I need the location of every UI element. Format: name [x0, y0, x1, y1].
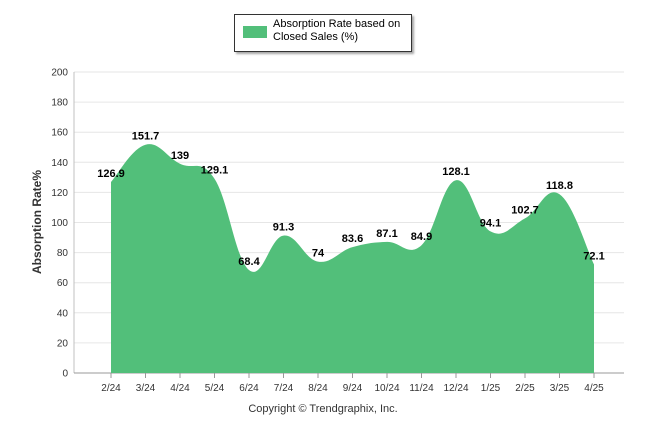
x-tick-label: 3/25 — [550, 383, 570, 394]
data-label: 128.1 — [442, 166, 470, 178]
data-label: 91.3 — [273, 222, 294, 234]
y-axis-label: Absorption Rate% — [30, 169, 44, 275]
data-label: 94.1 — [480, 217, 501, 229]
y-tick-label: 40 — [57, 308, 69, 319]
x-tick-label: 12/24 — [443, 383, 468, 394]
data-label: 72.1 — [583, 250, 604, 262]
series-area — [111, 144, 594, 373]
x-tick-label: 2/25 — [515, 383, 535, 394]
data-label: 151.7 — [132, 131, 160, 143]
x-tick-label: 10/24 — [374, 383, 399, 394]
legend: Absorption Rate based on Closed Sales (%… — [234, 14, 412, 52]
y-tick-label: 100 — [51, 218, 68, 229]
data-label: 129.1 — [201, 165, 229, 177]
x-tick-label: 2/24 — [101, 383, 121, 394]
copyright-footer: Copyright © Trendgraphix, Inc. — [248, 403, 398, 415]
x-tick-label: 4/24 — [170, 383, 190, 394]
x-tick-label: 5/24 — [205, 383, 225, 394]
x-tick-label: 6/24 — [239, 383, 259, 394]
x-tick-label: 7/24 — [274, 383, 294, 394]
x-tick-label: 1/25 — [481, 383, 501, 394]
data-label: 139 — [171, 150, 189, 162]
data-label: 87.1 — [376, 228, 397, 240]
data-label: 68.4 — [238, 256, 260, 268]
data-label: 84.9 — [411, 231, 432, 243]
data-label: 118.8 — [546, 180, 573, 192]
y-tick-label: 20 — [57, 338, 69, 349]
data-label: 126.9 — [97, 168, 125, 180]
y-tick-label: 160 — [51, 128, 68, 139]
x-tick-label: 9/24 — [343, 383, 363, 394]
y-tick-label: 180 — [51, 98, 68, 109]
x-tick-label: 11/24 — [409, 383, 434, 394]
y-tick-label: 120 — [51, 188, 68, 199]
x-tick-label: 8/24 — [308, 383, 328, 394]
legend-swatch — [243, 26, 267, 38]
y-tick-label: 60 — [57, 278, 69, 289]
legend-label: Absorption Rate based on Closed Sales (%… — [273, 18, 401, 43]
x-tick-label: 3/24 — [136, 383, 156, 394]
y-tick-label: 200 — [51, 68, 68, 79]
y-tick-label: 80 — [57, 248, 69, 259]
data-label: 102.7 — [511, 204, 539, 216]
y-tick-label: 140 — [51, 158, 68, 169]
x-tick-label: 4/25 — [584, 383, 604, 394]
data-label: 74 — [312, 248, 325, 260]
y-tick-label: 0 — [62, 369, 68, 380]
data-label: 83.6 — [342, 233, 363, 245]
